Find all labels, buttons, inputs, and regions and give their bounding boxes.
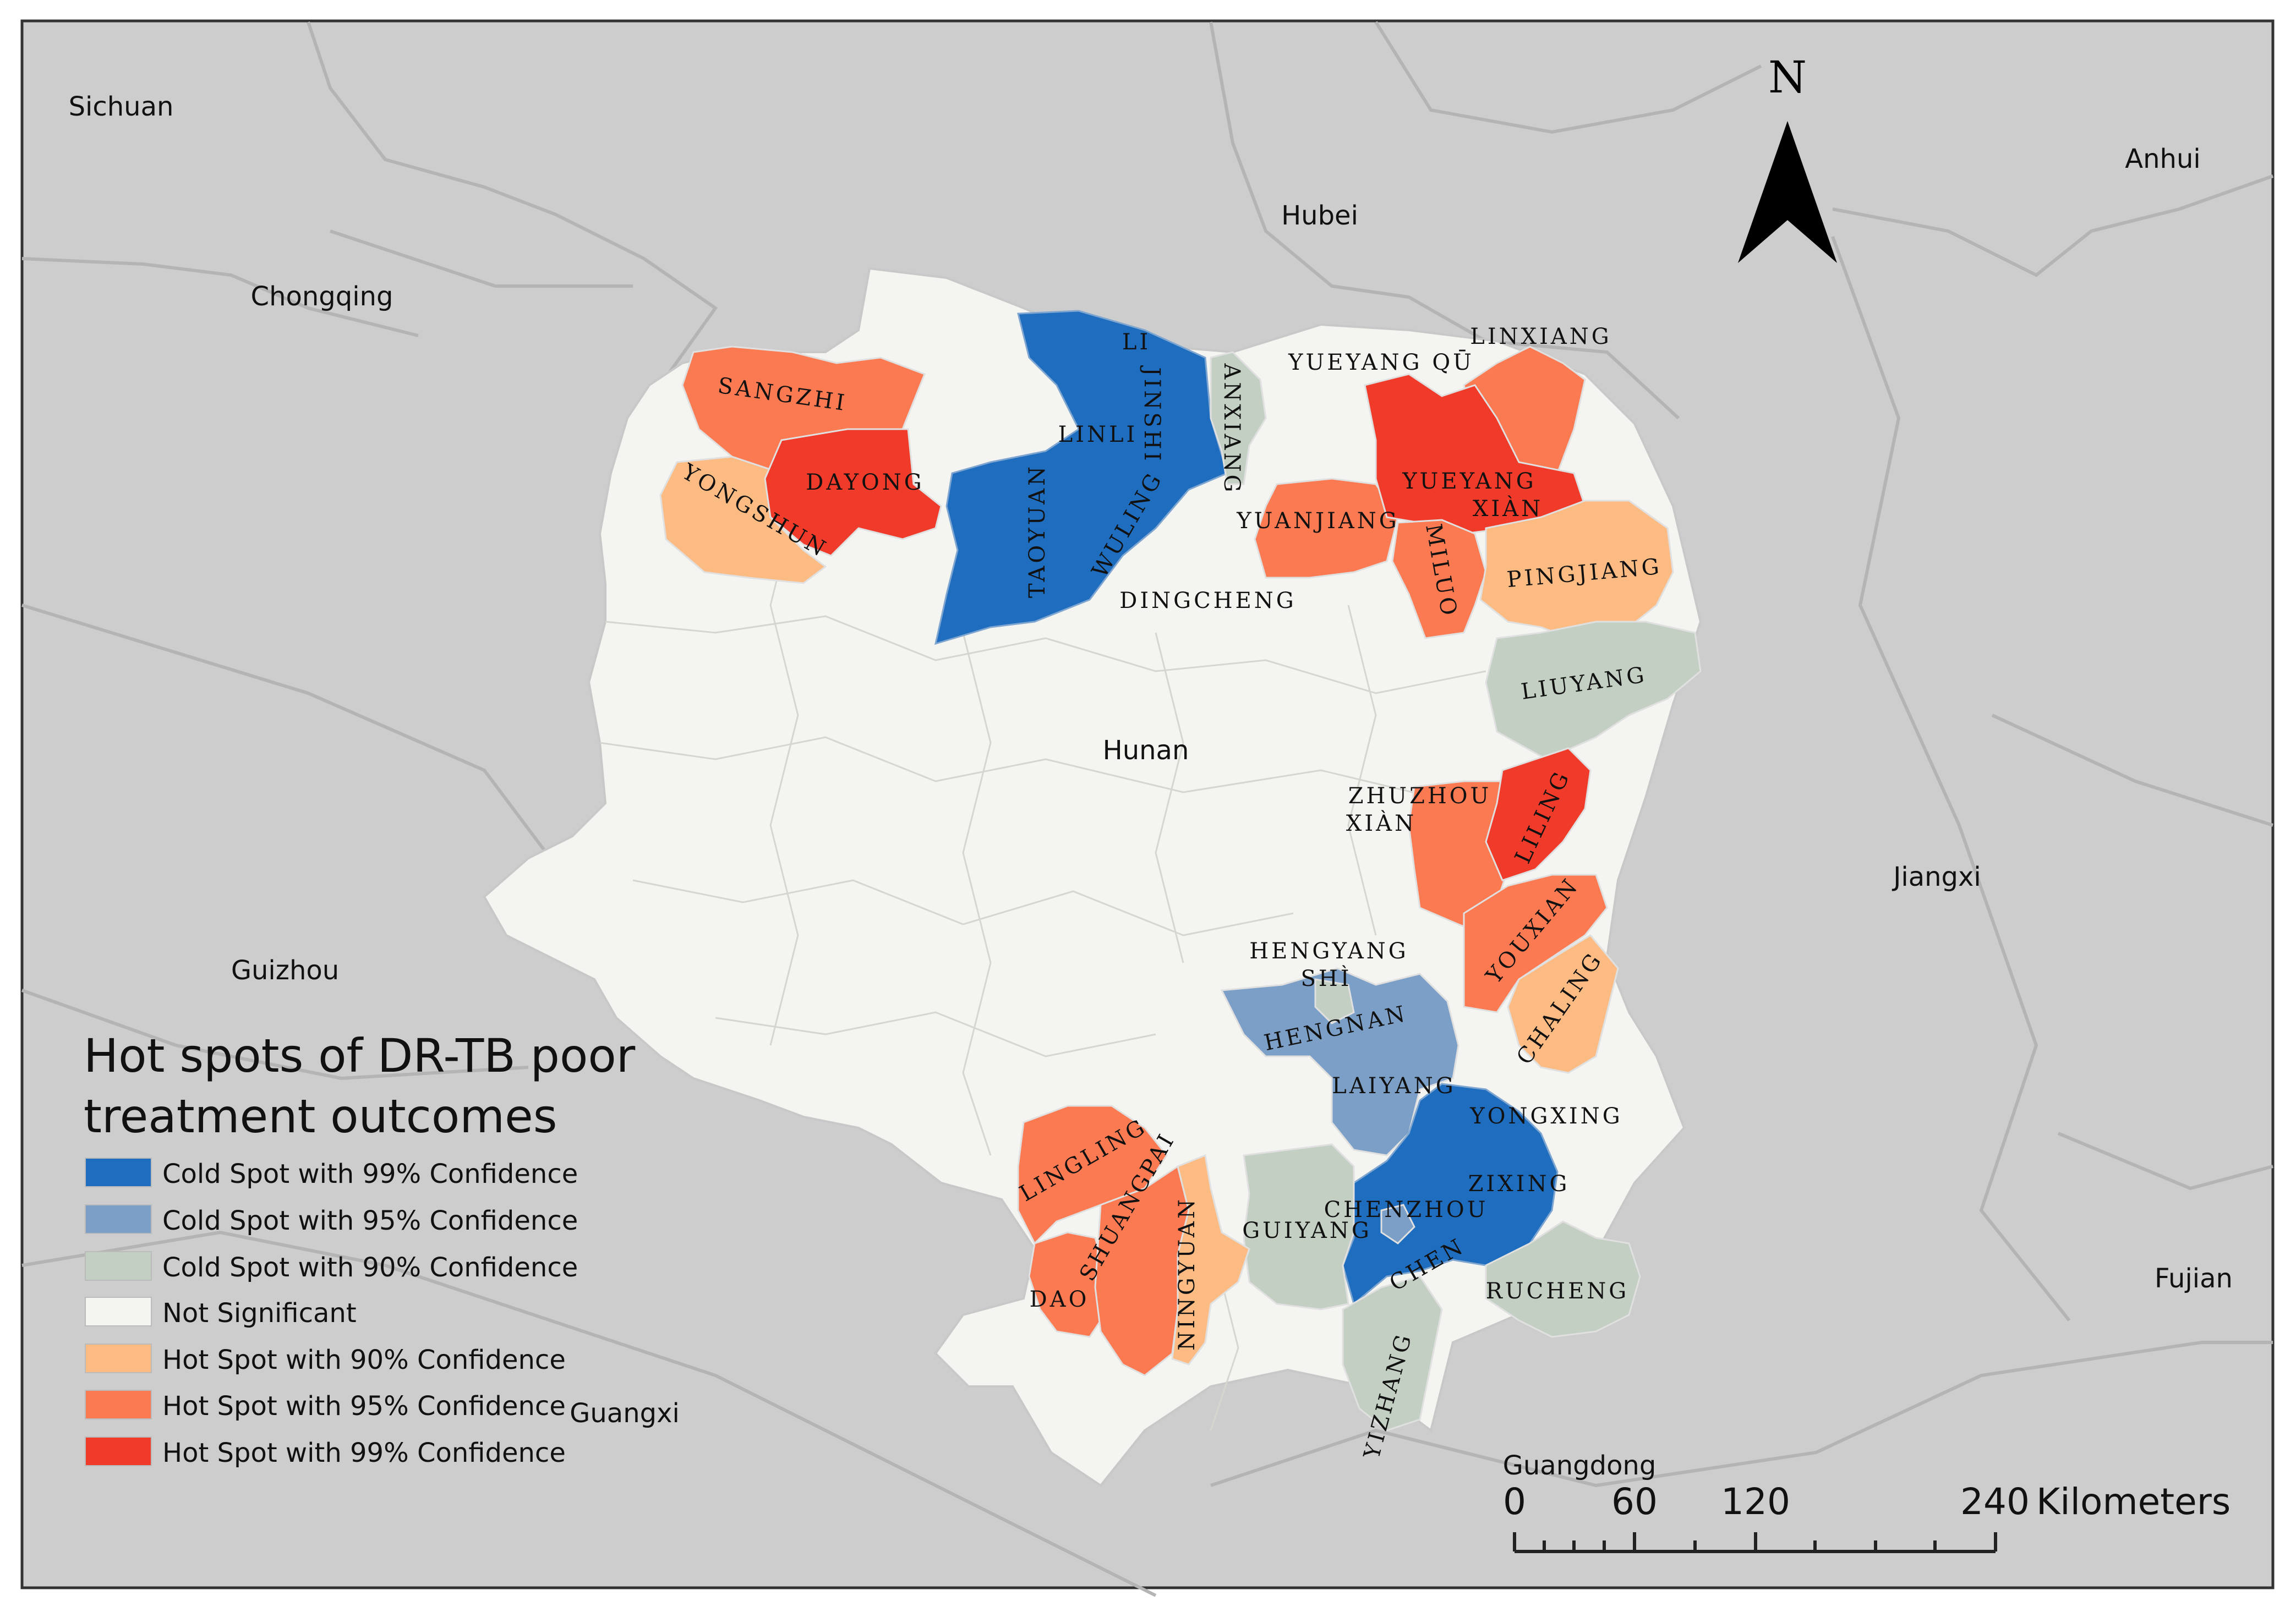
legend: Hot spots of DR-TB poor treatment outcom… [84,1029,636,1468]
region-ningyuan [1171,1154,1250,1366]
region-yuanjiang [1254,478,1399,579]
county-label-hengyang-1: HENGYANG [1249,939,1408,964]
county-label-yueyang-qu: YUEYANG QŪ [1288,350,1474,375]
county-label-yongxing: YONGXING [1469,1104,1622,1129]
county-label-guiyang: GUIYANG [1242,1218,1372,1243]
province-label-fujian: Fujian [2155,1263,2233,1294]
county-label-laiyang: LAIYANG [1332,1073,1456,1099]
legend-swatch-hot95 [85,1390,152,1419]
province-label-chongqing: Chongqing [251,281,393,312]
legend-swatch-cold99 [85,1158,152,1187]
county-boundaries [599,385,1486,1431]
legend-swatch-cold90 [85,1251,152,1281]
legend-label-cold90: Cold Spot with 90% Confidence [162,1252,578,1283]
county-label-dayong: DAYONG [806,470,925,495]
county-label-taoyuan: TAOYUAN [1025,464,1050,598]
region-cold99-south [1342,1083,1559,1306]
legend-label-cold99: Cold Spot with 99% Confidence [162,1159,578,1189]
region-pingjiang [1479,500,1674,645]
county-label-ningyuan: NINGYUAN [1174,1197,1200,1351]
legend-label-cold95: Cold Spot with 95% Confidence [162,1205,578,1236]
legend-swatch-cold95 [85,1204,152,1234]
county-label-jinshi: JINSHI [1139,365,1165,464]
region-hengyang-shi [1314,978,1355,1024]
scale-tick-120: 120 [1721,1481,1790,1523]
county-label-anxiang: ANXIANG [1219,363,1244,495]
scale-tick-60: 60 [1611,1481,1658,1523]
province-label-hunan: Hunan [1103,735,1189,766]
county-label-hengyang-2: SHÌ [1300,966,1352,991]
county-label-zixing: ZIXING [1468,1171,1570,1197]
region-miluo [1391,519,1487,639]
legend-label-not-significant: Not Significant [162,1298,357,1329]
county-label-dingcheng: DINGCHENG [1119,588,1296,613]
legend-title-line1: Hot spots of DR-TB poor [84,1029,636,1083]
county-label-yueyang-xian-1: YUEYANG [1402,469,1536,494]
scale-unit: Kilometers [2036,1481,2231,1523]
region-rucheng [1485,1220,1641,1338]
county-label-yueyang-xian-2: XIÀN [1473,496,1543,522]
legend-swatch-hot99 [85,1436,152,1466]
province-label-sichuan: Sichuan [69,91,174,122]
county-label-linli: LINLI [1058,422,1138,447]
scale-tick-0: 0 [1503,1481,1526,1523]
scale-bar-line [1513,1532,1997,1553]
county-label-rucheng: RUCHENG [1486,1279,1629,1304]
region-anxiang [1210,351,1267,485]
north-arrow: N [1738,52,1837,263]
county-label-dao: DAO [1030,1287,1090,1312]
legend-swatch-hot90 [85,1344,152,1373]
region-yizhang [1342,1275,1443,1432]
legend-label-hot99: Hot Spot with 99% Confidence [162,1438,566,1468]
north-arrow-icon [1738,121,1837,263]
scale-bar: 0 60 120 240 Kilometers [1503,1481,2231,1553]
county-label-zhuzhou-2: XIÀN [1346,810,1417,836]
province-label-jiangxi: Jiangxi [1892,862,1981,892]
province-label-hubei: Hubei [1281,200,1358,231]
legend-title-line2: treatment outcomes [84,1089,557,1143]
region-liuyang [1485,621,1702,760]
legend-label-hot95: Hot Spot with 95% Confidence [162,1391,566,1422]
north-arrow-label: N [1768,52,1807,103]
region-chenzhou-inner [1380,1204,1415,1244]
region-guiyang [1243,1143,1355,1311]
province-label-guangxi: Guangxi [570,1398,680,1429]
province-label-guizhou: Guizhou [231,955,339,986]
county-label-chenzhou: CHENZHOU [1324,1197,1489,1222]
scale-tick-240: 240 [1960,1481,2030,1523]
county-label-yuanjiang: YUANJIANG [1236,508,1399,534]
province-label-anhui: Anhui [2125,144,2200,174]
county-label-li: LI [1122,330,1151,355]
neighbor-boundaries [21,21,2273,1597]
legend-swatch-not-significant [85,1297,152,1326]
province-label-guangdong: Guangdong [1503,1450,1657,1481]
region-youxian [1463,874,1608,1013]
region-dayong [764,428,942,557]
county-label-zhuzhou-1: ZHUZHOU [1348,783,1492,809]
legend-label-hot90: Hot Spot with 90% Confidence [162,1345,566,1375]
county-label-linxiang: LINXIANG [1470,324,1611,349]
region-dao [1028,1231,1107,1338]
region-liling [1485,747,1592,881]
region-hengnan [1220,967,1459,1156]
region-cold99-north [934,310,1228,645]
region-chaling [1507,934,1619,1074]
